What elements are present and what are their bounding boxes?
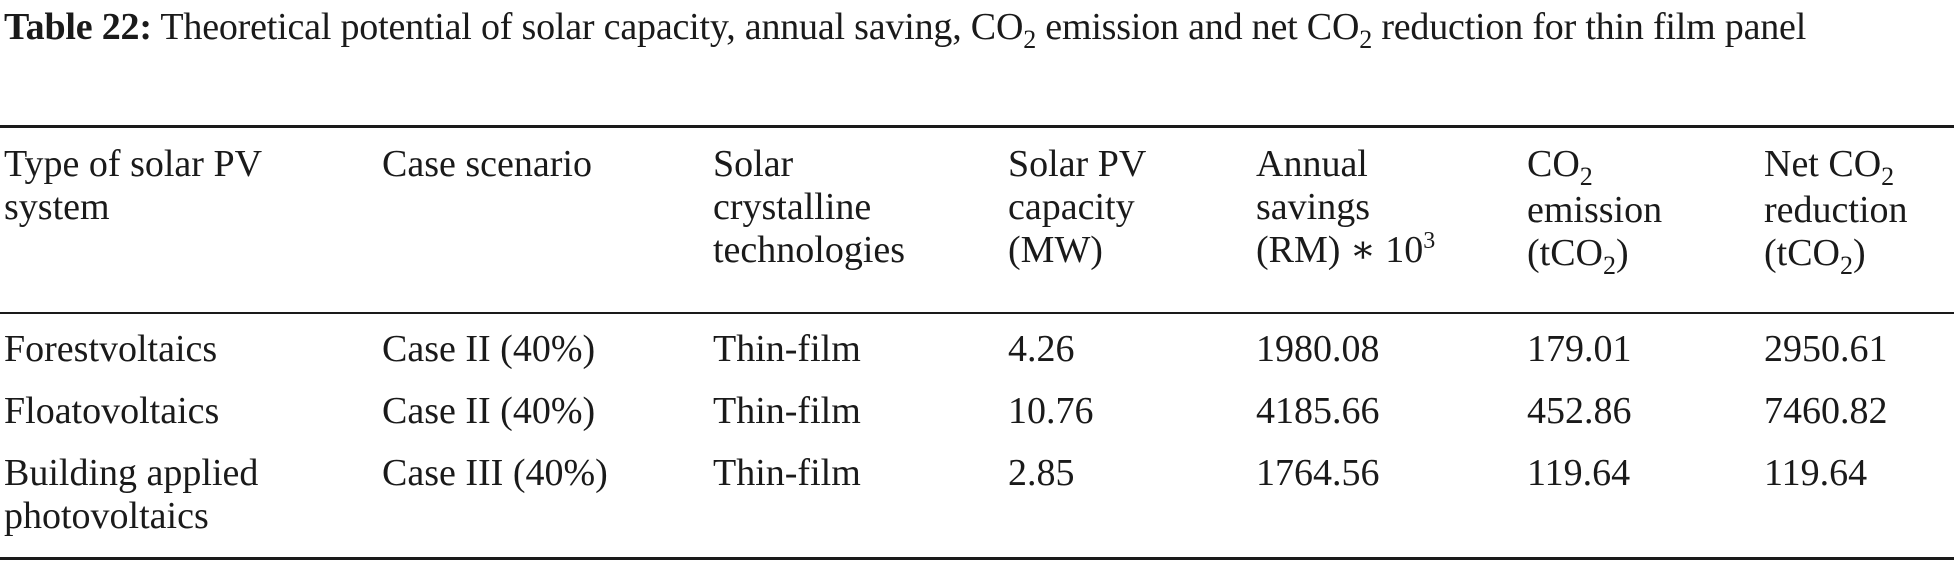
header-line: CO: [1527, 143, 1580, 185]
table-caption: Table 22: Theoretical potential of solar…: [4, 4, 1950, 54]
table-cell-emission: 119.64: [1527, 452, 1631, 494]
header-technology: Solar crystalline technologies: [713, 143, 905, 272]
header-subscript: 2: [1840, 251, 1853, 280]
header-line: crystalline: [713, 186, 872, 228]
header-net-co2-reduction: Net CO2 reduction (tCO2): [1764, 143, 1908, 280]
header-subscript: 2: [1881, 162, 1895, 191]
caption-text-c: reduction for thin film panel: [1372, 6, 1807, 48]
header-line: Type of solar PV: [4, 143, 263, 185]
header-line: Solar: [713, 143, 794, 185]
header-line: Solar PV: [1008, 143, 1147, 185]
header-line: (MW): [1008, 229, 1103, 271]
table-cell-type-line: photovoltaics: [4, 495, 209, 537]
table-cell-savings: 1980.08: [1256, 328, 1380, 370]
table-cell-type: Building applied photovoltaics: [4, 452, 258, 538]
header-line: (tCO: [1764, 232, 1840, 274]
table-cell-technology: Thin-film: [713, 390, 861, 432]
header-line: (RM) ∗ 10: [1256, 229, 1424, 271]
header-case-scenario: Case scenario: [382, 143, 592, 186]
table-cell-type: Floatovoltaics: [4, 390, 220, 432]
table-header-rule: [0, 312, 1954, 314]
table-cell-savings: 1764.56: [1256, 452, 1380, 494]
header-superscript: 3: [1423, 228, 1436, 254]
header-line: ): [1616, 232, 1629, 274]
header-line: reduction: [1764, 189, 1908, 231]
table-label: Table 22:: [4, 6, 152, 48]
header-subscript: 2: [1603, 251, 1616, 280]
header-line: capacity: [1008, 186, 1135, 228]
table-cell-technology: Thin-film: [713, 328, 861, 370]
header-line: emission: [1527, 189, 1663, 231]
table-cell-scenario: Case III (40%): [382, 452, 608, 494]
table-cell-type-line: Building applied: [4, 452, 259, 494]
table-cell-scenario: Case II (40%): [382, 328, 596, 370]
caption-subscript-b: 2: [1359, 25, 1373, 54]
header-line: savings: [1256, 186, 1370, 228]
table-bottom-rule: [0, 557, 1954, 560]
caption-text-a: Theoretical potential of solar capacity,…: [151, 6, 1024, 48]
table-top-rule: [0, 125, 1954, 128]
header-line: technologies: [713, 229, 906, 271]
header-line: Net CO: [1764, 143, 1882, 185]
header-line: system: [4, 186, 110, 228]
header-line: (tCO: [1527, 232, 1603, 274]
header-co2-emission: CO2 emission (tCO2): [1527, 143, 1663, 280]
header-type-of-system: Type of solar PV system: [4, 143, 262, 229]
table-cell-reduction: 2950.61: [1764, 328, 1888, 370]
header-line: Case scenario: [382, 143, 592, 185]
table-cell-type: Forestvoltaics: [4, 328, 218, 370]
table-cell-capacity: 10.76: [1008, 390, 1094, 432]
header-capacity: Solar PV capacity (MW): [1008, 143, 1146, 272]
caption-subscript-a: 2: [1023, 25, 1036, 54]
header-subscript: 2: [1579, 162, 1593, 191]
caption-text-b: emission and net CO: [1036, 6, 1360, 48]
table-cell-savings: 4185.66: [1256, 390, 1380, 432]
table-cell-emission: 179.01: [1527, 328, 1632, 370]
table-cell-emission: 452.86: [1527, 390, 1632, 432]
table-cell-scenario: Case II (40%): [382, 390, 596, 432]
table-cell-capacity: 2.85: [1008, 452, 1075, 494]
table-cell-technology: Thin-film: [713, 452, 861, 494]
table-cell-reduction: 119.64: [1764, 452, 1868, 494]
header-line: ): [1853, 232, 1866, 274]
header-annual-savings: Annual savings (RM) ∗ 103: [1256, 143, 1435, 277]
table-cell-reduction: 7460.82: [1764, 390, 1888, 432]
table-cell-capacity: 4.26: [1008, 328, 1075, 370]
header-line: Annual: [1256, 143, 1368, 185]
